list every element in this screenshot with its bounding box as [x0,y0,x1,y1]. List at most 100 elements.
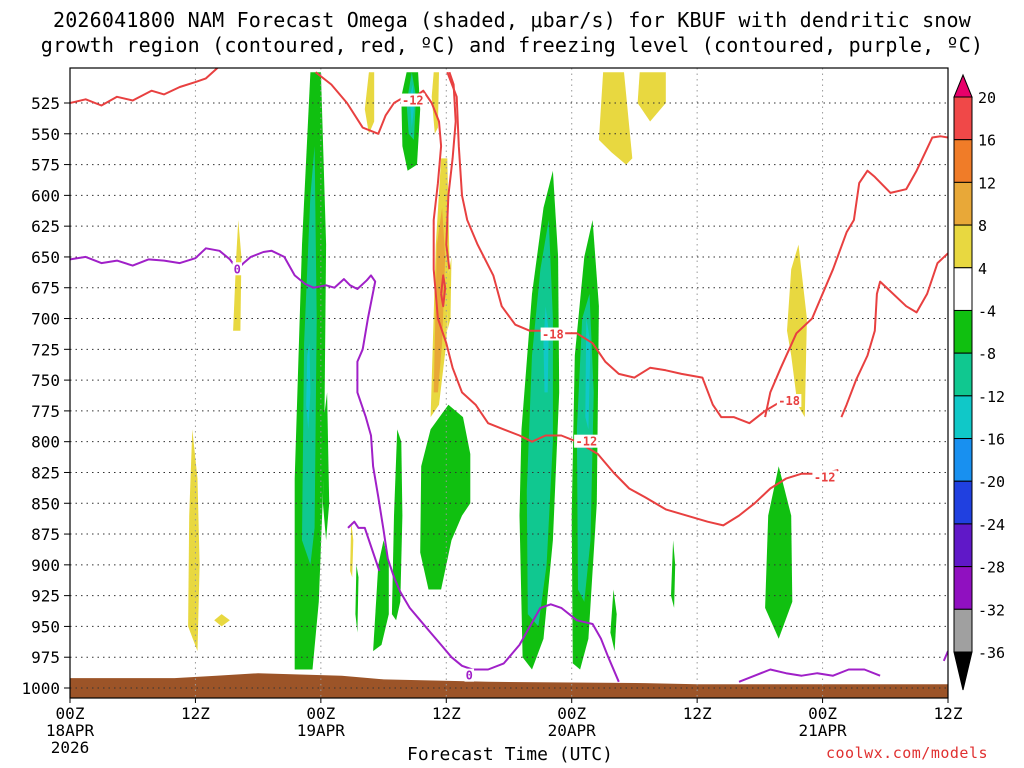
contour-label-0: -12 [402,94,424,108]
colorbar-box-11 [953,566,973,610]
omega-region-2 [306,343,311,430]
x-tick-label-4-1: 20APR [548,721,597,740]
y-tick-label-550: 550 [31,125,60,144]
red-contour-4 [764,135,948,418]
purple-contour-1 [347,520,381,572]
colorbar-label-5: -4 [978,302,996,320]
y-tick-label-775: 775 [31,402,60,421]
colorbar-box-5 [953,309,973,354]
y-tick-label-875: 875 [31,525,60,544]
plot-area: -12 -18 -12 -18 -12 0 0 [70,68,948,698]
contour-label-1: -18 [542,328,564,342]
colorbar-label-7: -12 [978,388,1005,406]
omega-region-25 [447,256,452,331]
y-axis: 525 550 575 600 625 650 675 700 725 750 775 800 825 8… [21,94,70,698]
y-tick-label-525: 525 [31,94,60,113]
chart-title-line-2: growth region (contoured, red, ºC) and f… [40,33,984,57]
y-tick-label-650: 650 [31,248,60,267]
colorbar-label-9: -20 [978,473,1005,491]
omega-shading-layer [188,72,807,670]
credit-link[interactable]: coolwx.com/models [826,744,989,762]
omega-region-27 [431,72,439,134]
contour-label-bg-2 [574,434,599,448]
x-tick-label-4-0: 00Z [557,704,586,723]
y-tick-label-1000: 1000 [21,679,60,698]
contour-label-6: 0 [466,669,473,683]
colorbar-label-0: 20 [978,89,996,107]
y-tick-label-575: 575 [31,156,60,175]
purple-contour-3 [942,650,948,662]
y-tick-label-900: 900 [31,556,60,575]
x-tick-label-3-0: 12Z [432,704,461,723]
red-contour-2 [445,71,457,270]
contour-label-bg-1 [540,327,566,341]
omega-region-24 [433,207,446,393]
contour-labels: -12 -18 -12 -18 -12 0 0 [232,93,837,683]
x-tick-label-2-1: 19APR [297,721,346,740]
colorbar-box-2 [953,181,973,226]
omega-region-7 [420,404,471,590]
y-tick-label-825: 825 [31,463,60,482]
omega-region-21 [188,429,200,652]
colorbar-top-triangle [953,73,973,98]
contour-label-5: 0 [234,262,241,276]
colorbar-label-1: 16 [978,132,996,150]
omega-region-28 [598,72,633,165]
chart-title-line-1: 2026041800 NAM Forecast Omega (shaded, μ… [52,8,972,32]
colorbar-label-3: 8 [978,217,987,235]
y-tick-label-675: 675 [31,279,60,298]
purple-contour-2 [738,668,881,683]
colorbar-box-8 [953,438,973,482]
y-tick-label-700: 700 [31,310,60,329]
colorbar-label-6: -8 [978,345,996,363]
freezing-level-contours [70,247,948,683]
omega-region-31 [350,521,354,578]
contour-label-bg-5 [232,262,242,276]
colorbar-box-10 [953,523,973,568]
red-contour-5 [840,252,948,418]
ground-terrain-bump [70,673,948,698]
colorbar-box-1 [953,139,973,183]
y-tick-label-850: 850 [31,494,60,513]
colorbar-label-11: -28 [978,559,1005,577]
red-contour-3 [446,71,787,425]
x-tick-label-2-0: 00Z [306,704,335,723]
colorbar: 20 16 12 8 4 -4 -8 -12 -16 -20 -24 -28 -32 -36 [953,73,1005,691]
omega-region-18 [765,466,793,639]
omega-region-30 [787,244,807,418]
omega-region-16 [355,564,359,633]
y-tick-label-975: 975 [31,648,60,667]
colorbar-box-6 [953,352,973,397]
y-tick-label-925: 925 [31,587,60,606]
y-tick-label-800: 800 [31,433,60,452]
colorbar-box-7 [953,395,973,440]
dendritic-growth-contours [70,68,948,527]
x-tick-label-5-0: 12Z [683,704,712,723]
colorbar-box-3 [953,224,973,269]
contour-label-2: -12 [576,435,598,449]
colorbar-label-13: -36 [978,644,1005,662]
omega-region-6 [391,429,403,621]
x-axis-title: Forecast Time (UTC) [407,744,613,765]
contour-label-4: -12 [814,470,836,484]
colorbar-label-2: 12 [978,174,996,192]
red-contour-0 [70,68,219,107]
colorbar-label-4: 4 [978,260,987,278]
y-tick-label-625: 625 [31,217,60,236]
colorbar-box-0 [953,96,973,141]
y-tick-label-950: 950 [31,617,60,636]
colorbar-box-12 [953,608,973,653]
omega-region-13 [585,318,591,430]
y-tick-label-600: 600 [31,186,60,205]
contour-label-bg-6 [464,668,475,682]
x-tick-label-7-0: 12Z [934,704,963,723]
y-tick-label-750: 750 [31,371,60,390]
colorbar-label-8: -16 [978,431,1005,449]
x-tick-label-1-0: 12Z [181,704,210,723]
contour-label-3: -18 [778,394,800,408]
x-tick-label-0-0: 00Z [56,704,85,723]
colorbar-label-12: -32 [978,601,1005,619]
contour-label-bg-0 [400,93,426,107]
